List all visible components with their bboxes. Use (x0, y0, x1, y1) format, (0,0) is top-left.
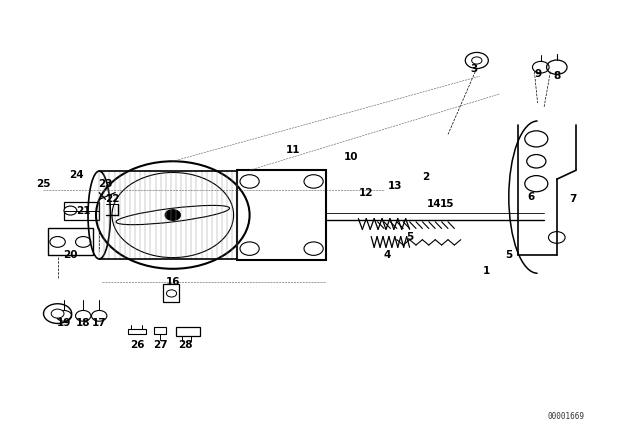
Text: 13: 13 (388, 181, 403, 191)
Text: 24: 24 (70, 170, 84, 180)
Text: 12: 12 (359, 188, 373, 198)
Text: 2: 2 (422, 172, 429, 182)
Circle shape (165, 210, 180, 220)
Bar (128, 329, 146, 334)
Text: 14: 14 (427, 199, 441, 209)
Text: 22: 22 (105, 194, 119, 204)
Circle shape (51, 309, 64, 318)
Bar (237, 170, 326, 260)
Text: 15: 15 (440, 199, 454, 209)
Bar (154, 327, 166, 334)
Text: 11: 11 (286, 145, 300, 155)
Circle shape (472, 57, 482, 64)
Text: 21: 21 (76, 206, 90, 215)
Text: 6: 6 (527, 192, 535, 202)
Bar (64, 202, 99, 220)
Text: 1: 1 (483, 266, 490, 276)
Text: 26: 26 (131, 340, 145, 350)
Bar (48, 228, 93, 255)
Bar (176, 327, 200, 336)
Text: 19: 19 (57, 318, 71, 327)
Text: 27: 27 (153, 340, 167, 350)
Text: 4: 4 (383, 250, 391, 260)
Text: 28: 28 (179, 340, 193, 350)
Text: 16: 16 (166, 277, 180, 287)
Text: 7: 7 (569, 194, 577, 204)
Text: 5: 5 (505, 250, 513, 260)
Text: 8: 8 (553, 71, 561, 81)
Text: 17: 17 (92, 318, 106, 327)
Text: 18: 18 (76, 318, 90, 327)
Text: 23: 23 (99, 179, 113, 189)
Text: 25: 25 (36, 179, 50, 189)
Text: 10: 10 (344, 152, 358, 162)
Bar (163, 284, 179, 302)
Text: 9: 9 (534, 69, 541, 79)
Text: 3: 3 (470, 65, 477, 74)
Text: 20: 20 (63, 250, 77, 260)
Circle shape (64, 206, 77, 215)
Text: 5: 5 (406, 233, 413, 242)
Text: 00001669: 00001669 (548, 412, 585, 421)
